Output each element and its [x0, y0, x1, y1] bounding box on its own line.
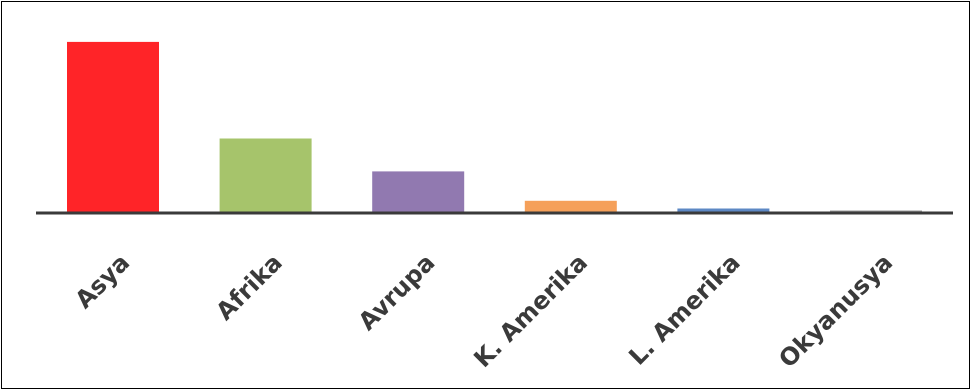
bar-okyanusya [830, 210, 922, 212]
bar-afrika [219, 138, 312, 212]
x-tick-label-afrika: Afrika [211, 248, 288, 325]
bar-avrupa [372, 171, 465, 212]
x-tick-label-avrupa: Avrupa [353, 248, 440, 335]
bar-k-amerika [524, 200, 617, 212]
x-tick-label-okyanusya: Okyanusya [773, 248, 898, 373]
bar-asya [67, 41, 159, 213]
x-tick-label-l-amerika: L. Amerika [623, 248, 745, 370]
bars-layer [67, 41, 922, 213]
x-tick-label-k-amerika: K. Amerika [468, 248, 593, 373]
x-tick-label-asya: Asya [70, 248, 136, 314]
x-tick-labels: Asya Afrika Avrupa K. Amerika L. Amerika Okya… [70, 248, 899, 373]
bar-l-amerika [677, 208, 770, 212]
